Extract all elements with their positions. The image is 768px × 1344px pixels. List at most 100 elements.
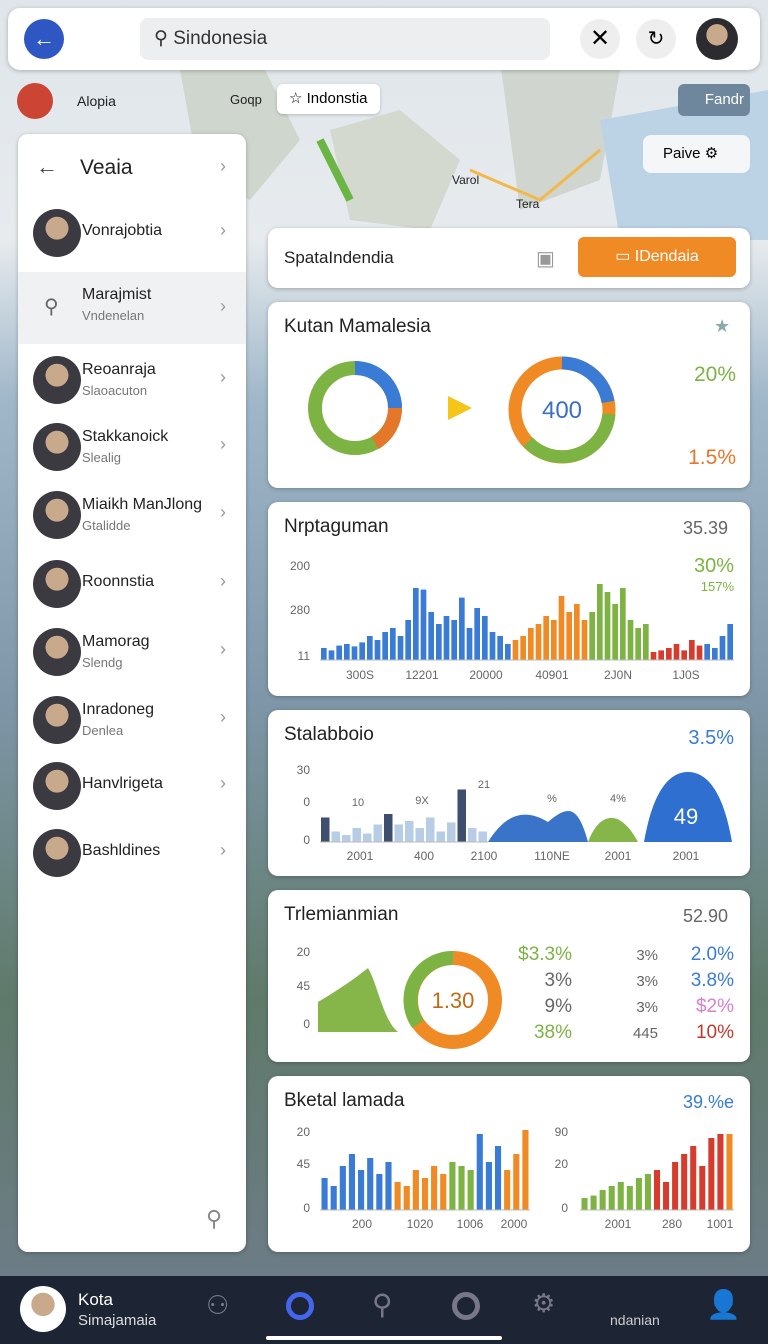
bar	[344, 644, 350, 660]
bar	[342, 835, 351, 842]
list-item[interactable]: Vonrajobtia ›	[18, 200, 246, 266]
item-title: Stakkanoick	[82, 428, 169, 445]
back-icon[interactable]: ←	[36, 154, 58, 179]
tick-label: 2100	[471, 849, 498, 863]
list-item[interactable]: ⚲ Marajmist Vndenelan ›	[18, 272, 246, 344]
tick-label: 4%	[610, 793, 626, 805]
tick-label: 45	[297, 1157, 311, 1171]
list-item[interactable]: Hanvlrigeta ›	[18, 753, 246, 819]
bar	[359, 642, 365, 660]
tick-label: 20	[297, 945, 311, 959]
bar	[321, 1178, 328, 1210]
card: Stalabboio 3.5% 49 30 0 0 2001 400 2100 110NE 2…	[268, 710, 750, 876]
map-button[interactable]: Paive ⚙	[643, 135, 750, 173]
bar	[443, 616, 450, 660]
bar	[581, 620, 588, 660]
bar	[457, 789, 466, 842]
bar	[626, 1186, 633, 1210]
map-button[interactable]: Fandr	[678, 84, 750, 116]
tick-label: 2000	[501, 1217, 528, 1231]
tick-label: 0	[303, 1201, 310, 1215]
stat: 3%	[636, 973, 658, 990]
chevron: ›	[220, 220, 226, 240]
bar	[482, 616, 488, 660]
bar	[627, 620, 634, 660]
refresh-button[interactable]: ↻	[636, 19, 676, 59]
bar	[478, 831, 487, 842]
bar	[403, 1186, 410, 1210]
star[interactable]: ★	[714, 316, 731, 336]
bar	[717, 1134, 724, 1210]
tick-label: 0	[303, 795, 310, 809]
nav-icon[interactable]: ⚙	[532, 1288, 556, 1318]
avatar	[33, 209, 81, 257]
search-icon[interactable]: ⚲	[206, 1206, 223, 1231]
bar	[413, 588, 419, 660]
stat: 3%	[636, 947, 658, 964]
nav-icon[interactable]: ⚲	[372, 1289, 393, 1320]
bar	[650, 652, 657, 660]
bar	[535, 624, 542, 660]
card: Kutan Mamalesia ★ 400 20% 1.5%	[268, 302, 750, 488]
profile-avatar[interactable]	[696, 18, 738, 60]
value: 52.90	[683, 906, 728, 926]
tick-label: 12201	[405, 668, 439, 682]
tick-label: 2001	[605, 849, 632, 863]
card: SpataIndendia ▣ ▭ IDendaia	[268, 228, 750, 288]
bar	[451, 620, 457, 660]
map-chip[interactable]: ☆ Indonstia	[277, 84, 380, 114]
card: Trlemianmian 52.90 1.30 20 45 0 $3.3% 3% 2.0%…	[268, 890, 750, 1062]
map-label: Varol	[452, 173, 479, 187]
stat: 1.5%	[688, 446, 736, 469]
bar	[428, 612, 434, 660]
bar	[476, 1134, 483, 1210]
card-title: Nrptaguman	[284, 516, 389, 537]
search-field[interactable]: ⚲ Sindonesia	[140, 18, 550, 60]
primary-button[interactable]: ▭ IDendaia	[578, 237, 736, 277]
nav-icon[interactable]: ⚇	[206, 1290, 230, 1320]
tick-label: 9X	[415, 795, 429, 807]
donuts: 400 20% 1.5%	[308, 356, 736, 469]
nav-icon[interactable]	[452, 1292, 480, 1320]
bar	[689, 640, 695, 660]
chevron: ›	[220, 367, 226, 387]
bar	[672, 1162, 679, 1210]
sidebar-title: Veaia	[80, 156, 133, 179]
chevron: ›	[220, 571, 226, 591]
bar	[394, 824, 403, 842]
list-item[interactable]: Roonnstia ›	[18, 551, 246, 617]
tick-label: 280	[662, 1217, 682, 1231]
bar	[373, 824, 382, 842]
avatar	[33, 628, 81, 676]
list-item[interactable]: Bashldines ›	[18, 820, 246, 886]
stat: 9%	[545, 996, 573, 1017]
list-item[interactable]: Mamorag Slendg ›	[18, 619, 246, 685]
nav-icon[interactable]: 👤	[706, 1289, 741, 1320]
bar	[590, 1195, 597, 1210]
bar	[644, 1174, 651, 1210]
clear-button[interactable]: ✕	[580, 19, 620, 59]
bar	[415, 828, 424, 842]
tick-label: 1J0S	[672, 668, 699, 682]
nav-label[interactable]: ndanian	[610, 1312, 660, 1328]
list-item[interactable]: Reoanraja Slaoacuton ›	[18, 347, 246, 413]
stat: 10%	[696, 1022, 734, 1043]
stat: 38%	[534, 1022, 572, 1043]
avatar	[33, 829, 81, 877]
bar	[385, 1162, 392, 1210]
card-title: Bketal lamada	[284, 1090, 405, 1111]
nav-icon[interactable]	[286, 1292, 314, 1320]
sidebar: ← Veaia › Vonrajobtia › ⚲ Marajmist Vndenela…	[18, 134, 246, 1252]
nav-avatar[interactable]	[20, 1286, 66, 1332]
list-item[interactable]: Inradoneg Denlea ›	[18, 687, 246, 753]
stat: 3.8%	[691, 970, 734, 991]
bar	[412, 1170, 419, 1210]
back-button[interactable]: ←	[24, 19, 64, 59]
bar	[390, 628, 396, 660]
list-item[interactable]: Stakkanoick Slealig ›	[18, 414, 246, 480]
list-item[interactable]: Miaikh ManJlong Gtalidde ›	[18, 482, 246, 548]
bar	[690, 1146, 697, 1210]
tick-label: 300S	[346, 668, 374, 682]
item-subtitle: Gtalidde	[82, 518, 131, 533]
donut-center: 400	[542, 397, 582, 424]
